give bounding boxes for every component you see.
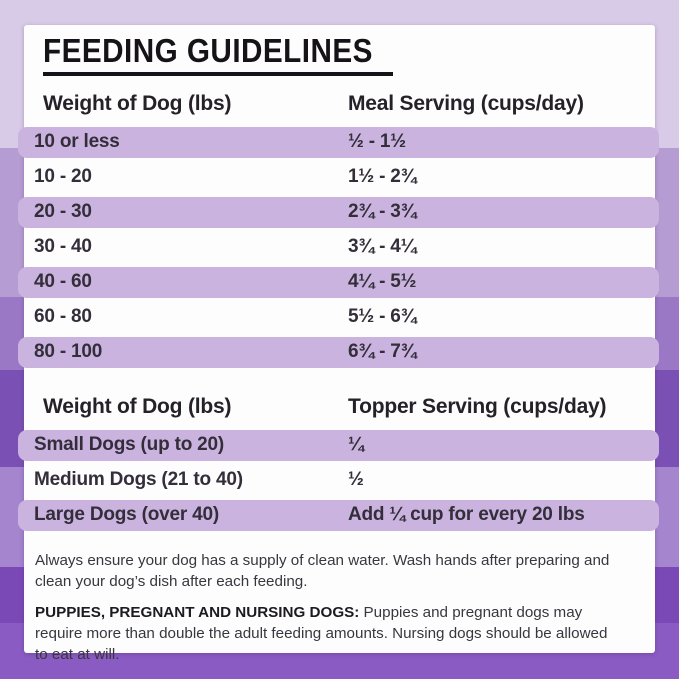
serving-cell: Add ¼ cup for every 20 lbs bbox=[348, 504, 585, 525]
topper-table-header-row: Weight of Dog (lbs) Topper Serving (cups… bbox=[43, 394, 655, 420]
weight-cell: 60 - 80 bbox=[34, 306, 92, 327]
topper-table: Weight of Dog (lbs) Topper Serving (cups… bbox=[18, 394, 659, 533]
serving-cell: 5½ - 6¾ bbox=[348, 306, 417, 327]
table-row: 10 - 20 1½ - 2¾ bbox=[18, 162, 659, 193]
weight-cell: 80 - 100 bbox=[34, 341, 103, 362]
weight-cell: 10 - 20 bbox=[34, 166, 92, 187]
table-row: Medium Dogs (21 to 40) ½ bbox=[18, 465, 659, 496]
weight-column-header: Weight of Dog (lbs) bbox=[43, 91, 232, 115]
table-row: 20 - 30 2¾ - 3¾ bbox=[18, 196, 659, 228]
serving-cell: 1½ - 2¾ bbox=[348, 166, 417, 187]
weight-cell: 30 - 40 bbox=[34, 236, 92, 257]
table-row: 60 - 80 5½ - 6¾ bbox=[18, 302, 659, 333]
meal-table: Weight of Dog (lbs) Meal Serving (cups/d… bbox=[18, 91, 659, 370]
serving-cell: 6¾ - 7¾ bbox=[348, 341, 417, 362]
topper-serving-column-header: Topper Serving (cups/day) bbox=[348, 394, 607, 418]
puppies-note: PUPPIES, PREGNANT AND NURSING DOGS: Pupp… bbox=[35, 602, 621, 665]
table-row: 80 - 100 6¾ - 7¾ bbox=[18, 336, 659, 368]
table-row: 10 or less ½ - 1½ bbox=[18, 126, 659, 158]
weight-cell: Small Dogs (up to 20) bbox=[34, 434, 225, 455]
puppies-note-text: Puppies and pregnant dogs may require mo… bbox=[35, 603, 608, 663]
serving-cell: ½ - 1½ bbox=[348, 131, 406, 152]
weight-cell: Medium Dogs (21 to 40) bbox=[34, 469, 243, 490]
meal-serving-column-header: Meal Serving (cups/day) bbox=[348, 91, 584, 115]
weight-column-header: Weight of Dog (lbs) bbox=[43, 394, 232, 418]
weight-cell: 20 - 30 bbox=[34, 201, 92, 222]
page-title: FEEDING GUIDELINES bbox=[43, 32, 373, 69]
weight-cell: Large Dogs (over 40) bbox=[34, 504, 219, 525]
table-row: Small Dogs (up to 20) ¼ bbox=[18, 429, 659, 461]
serving-cell: 4¼ - 5½ bbox=[348, 271, 417, 292]
meal-table-body: 10 or less ½ - 1½ 10 - 20 1½ - 2¾ 20 - 3… bbox=[18, 125, 659, 370]
feeding-guidelines-card: FEEDING GUIDELINES Weight of Dog (lbs) M… bbox=[18, 25, 659, 663]
serving-cell: ½ bbox=[348, 469, 364, 490]
serving-cell: 2¾ - 3¾ bbox=[348, 201, 417, 222]
weight-cell: 10 or less bbox=[34, 131, 120, 152]
serving-cell: 3¾ - 4¼ bbox=[348, 236, 417, 257]
puppies-note-label: PUPPIES, PREGNANT AND NURSING DOGS: bbox=[35, 603, 360, 621]
clean-water-note: Always ensure your dog has a supply of c… bbox=[35, 551, 610, 590]
table-row: Large Dogs (over 40) Add ¼ cup for every… bbox=[18, 499, 659, 531]
topper-table-body: Small Dogs (up to 20) ¼ Medium Dogs (21 … bbox=[18, 428, 659, 533]
weight-cell: 40 - 60 bbox=[34, 271, 92, 292]
footnotes: Always ensure your dog has a supply of c… bbox=[35, 550, 655, 665]
table-row: 30 - 40 3¾ - 4¼ bbox=[18, 232, 659, 263]
title-underline bbox=[43, 72, 393, 76]
table-row: 40 - 60 4¼ - 5½ bbox=[18, 266, 659, 298]
serving-cell: ¼ bbox=[348, 434, 364, 455]
meal-table-header-row: Weight of Dog (lbs) Meal Serving (cups/d… bbox=[43, 91, 655, 117]
